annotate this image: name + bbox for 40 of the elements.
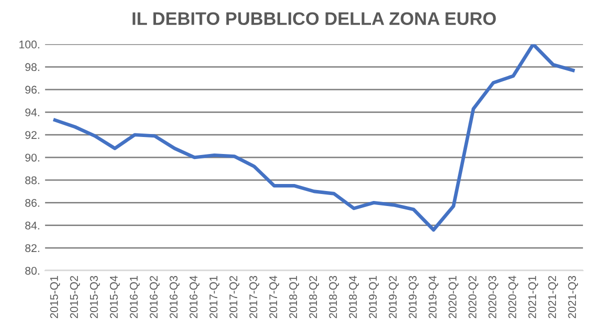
x-tick-label: 2018-Q1 — [289, 276, 300, 318]
y-tick-label: 84. — [25, 222, 40, 230]
x-tick-label: 2020-Q2 — [468, 276, 478, 318]
x-tick-label: 2016-Q2 — [150, 276, 160, 318]
x-tick-label: 2019-Q2 — [388, 276, 399, 318]
x-tick-label: 2015-Q4 — [110, 276, 120, 318]
y-tick-label: 86. — [25, 198, 40, 207]
x-tick-label: 2016-Q1 — [130, 276, 140, 318]
x-tick-label: 2015-Q1 — [50, 276, 60, 318]
x-tick-label: 2020-Q4 — [508, 276, 518, 318]
x-tick-label: 2018-Q2 — [309, 276, 319, 318]
x-tick-label: 2018-Q4 — [348, 276, 359, 318]
y-tick-label: 98. — [25, 63, 40, 72]
chart-title: IL DEBITO PUBBLICO DELLA ZONA EURO — [132, 12, 496, 26]
x-tick-label: 2018-Q3 — [329, 276, 339, 318]
x-tick-label: 2021-Q3 — [568, 276, 578, 318]
y-tick-label: 100. — [19, 40, 40, 48]
x-tick-label: 2019-Q1 — [368, 276, 379, 318]
x-tick-label: 2020-Q3 — [488, 276, 498, 318]
y-tick-label: 88. — [25, 176, 40, 184]
x-tick-label: 2017-Q1 — [210, 276, 220, 318]
x-tick-label: 2021-Q1 — [528, 276, 538, 318]
x-tick-label: 2016-Q3 — [170, 276, 180, 318]
x-tick-label: 2019-Q4 — [428, 276, 439, 318]
y-tick-label: 94. — [25, 108, 40, 116]
y-tick-label: 80. — [25, 266, 40, 275]
y-tick-label: 96. — [25, 86, 40, 94]
y-tick-label: 90. — [25, 154, 40, 162]
x-tick-label: 2019-Q3 — [408, 276, 419, 318]
x-tick-label: 2015-Q3 — [90, 276, 100, 318]
x-tick-label: 2016-Q4 — [190, 276, 200, 318]
x-tick-label: 2017-Q3 — [249, 276, 260, 318]
y-tick-label: 82. — [25, 244, 40, 252]
x-tick-label: 2021-Q2 — [548, 276, 558, 318]
x-tick-label: 2015-Q2 — [70, 276, 80, 318]
y-tick-label: 92. — [25, 131, 40, 139]
x-tick-label: 2017-Q4 — [269, 276, 280, 318]
line-series — [53, 44, 575, 232]
x-tick-label: 2017-Q2 — [229, 276, 240, 318]
x-tick-label: 2020-Q1 — [448, 276, 458, 318]
